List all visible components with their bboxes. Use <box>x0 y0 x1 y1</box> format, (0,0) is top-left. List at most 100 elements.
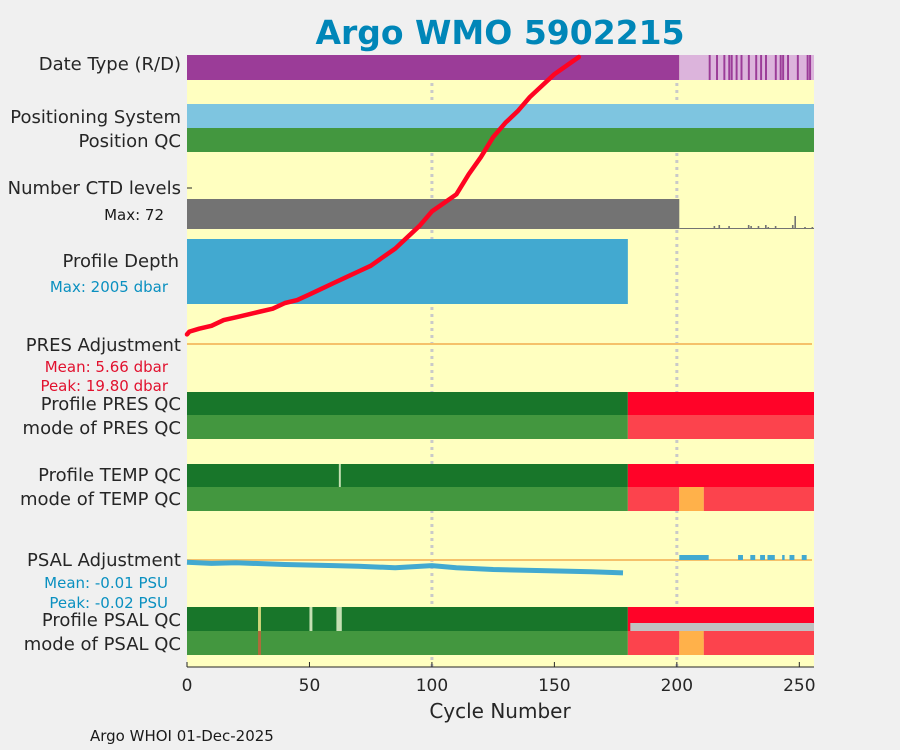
temp-qc-mark-0 <box>338 464 341 487</box>
psal-qc-mode-0 <box>187 631 628 655</box>
psal-adjustment-dash-6 <box>789 555 795 560</box>
label-psal-peak: Peak: -0.02 PSU <box>49 594 168 612</box>
temp-qc-profile-0 <box>187 464 628 487</box>
psal-adjustment-dash-0 <box>679 555 709 560</box>
psal-qc-profile-0 <box>187 607 628 631</box>
data-bands <box>186 55 814 655</box>
date-type-stripe-5 <box>735 55 738 80</box>
label-profile-pres-qc: Profile PRES QC <box>41 394 181 415</box>
date-type-stripe-1 <box>716 55 718 80</box>
psal-qc-mark-3 <box>338 607 342 631</box>
pres-qc-mode-1 <box>627 415 814 439</box>
ctd-level-bar-9 <box>794 216 797 229</box>
psal-qc-mode-3 <box>703 631 814 655</box>
label-mode-temp-qc: mode of TEMP QC <box>20 489 181 510</box>
label-positioning-system: Positioning System <box>10 107 181 128</box>
date-type-stripe-16 <box>806 55 809 80</box>
date-type-stripe-14 <box>787 55 790 80</box>
footer-credit: Argo WHOI 01-Dec-2025 <box>90 727 274 745</box>
x-axis: 0 50 100 150 200 250 <box>182 662 816 696</box>
label-psal-adjustment: PSAL Adjustment <box>27 550 181 571</box>
ctd-levels-band-0 <box>187 199 680 229</box>
pres-qc-profile-1 <box>627 392 814 415</box>
label-depth-max: Max: 2005 dbar <box>50 278 169 296</box>
ctd-level-bar-7 <box>774 226 777 229</box>
date-type-stripe-10 <box>765 55 767 80</box>
label-pres-peak: Peak: 19.80 dbar <box>40 377 168 395</box>
ctd-level-bar-5 <box>757 226 760 229</box>
psal-adjustment-dash-1 <box>738 555 743 560</box>
date-type-stripe-12 <box>779 55 782 80</box>
psal-qc-mode-1 <box>627 631 680 655</box>
label-mode-psal-qc: mode of PSAL QC <box>24 634 181 655</box>
chart-title: Argo WMO 5902215 <box>315 13 684 52</box>
label-date-type: Date Type (R/D) <box>39 54 181 75</box>
ctd-level-bar-10 <box>811 227 814 229</box>
ctd-level-bar-2 <box>728 226 730 229</box>
label-profile-temp-qc: Profile TEMP QC <box>38 465 181 486</box>
psal-qc-mark-1 <box>309 607 313 631</box>
ctd-level-bar-11 <box>767 227 770 229</box>
positioning-system-band <box>187 104 814 128</box>
x-tick-label-0: 0 <box>182 676 193 696</box>
label-psal-mean: Mean: -0.01 PSU <box>44 574 168 592</box>
profile-depth-band-0 <box>187 239 628 304</box>
temp-qc-profile-1 <box>627 464 814 487</box>
ctd-level-bar-8 <box>791 225 794 229</box>
psal-qc-mark-2 <box>336 607 340 631</box>
date-type-stripe-8 <box>755 55 758 80</box>
label-pres-adjustment: PRES Adjustment <box>26 335 181 356</box>
psal-adjustment-dash-2 <box>750 555 756 560</box>
label-ctd-levels: Number CTD levels <box>8 178 181 199</box>
psal-adjustment-dash-5 <box>782 555 785 560</box>
date-type-stripe-15 <box>796 55 799 80</box>
trace-layer <box>184 54 582 337</box>
temp-qc-mode-2 <box>679 487 704 511</box>
date-type-delayed-0 <box>679 55 709 80</box>
date-type-stripe-17 <box>809 55 812 80</box>
temp-qc-mode-0 <box>187 487 628 511</box>
psal-adjustment-dash-4 <box>767 555 775 560</box>
ctd-level-bar-1 <box>718 225 721 229</box>
label-position-qc: Position QC <box>78 131 181 152</box>
ctd-level-bar-6 <box>765 225 767 229</box>
date-type-realtime-0 <box>187 55 680 80</box>
date-type-stripe-6 <box>740 55 743 80</box>
x-tick-label-100: 100 <box>416 676 448 696</box>
pres-qc-mode-0 <box>187 415 628 439</box>
ctd-level-bar-12 <box>804 227 806 229</box>
x-tick-label-250: 250 <box>783 676 815 696</box>
date-type-stripe-13 <box>782 55 785 80</box>
x-axis-label: Cycle Number <box>429 699 571 723</box>
date-type-stripe-7 <box>747 55 750 80</box>
psal-adjustment-dash-7 <box>801 555 807 560</box>
ctd-level-bar-4 <box>750 226 752 229</box>
ctd-level-bar-3 <box>747 225 750 229</box>
label-mode-pres-qc: mode of PRES QC <box>23 418 181 439</box>
date-type-stripe-2 <box>723 55 726 80</box>
psal-qc-mode-mark-0 <box>258 631 261 655</box>
date-type-stripe-4 <box>730 55 733 80</box>
date-type-stripe-11 <box>774 55 777 80</box>
label-profile-psal-qc: Profile PSAL QC <box>42 610 181 631</box>
x-tick-label-50: 50 <box>299 676 321 696</box>
row-labels: Date Type (R/D) Positioning System Posit… <box>8 54 181 655</box>
date-type-stripe-9 <box>760 55 763 80</box>
ctd-level-bar-0 <box>713 226 716 229</box>
x-tick-label-200: 200 <box>661 676 693 696</box>
psal-adjustment-series <box>186 559 624 576</box>
label-pres-mean: Mean: 5.66 dbar <box>45 358 169 376</box>
temp-qc-mode-3 <box>703 487 814 511</box>
date-type-stripe-0 <box>708 55 711 80</box>
pres-qc-profile-0 <box>187 392 628 415</box>
psal-qc-mark-0 <box>258 607 261 631</box>
date-type-stripe-3 <box>728 55 731 80</box>
x-tick-label-150: 150 <box>538 676 570 696</box>
psal-qc-mode-2 <box>679 631 704 655</box>
psal-adjustment-dash-3 <box>760 555 766 560</box>
label-ctd-max: Max: 72 <box>104 206 164 224</box>
label-profile-depth: Profile Depth <box>62 251 179 272</box>
trace-series <box>184 54 582 337</box>
temp-qc-mode-1 <box>627 487 680 511</box>
